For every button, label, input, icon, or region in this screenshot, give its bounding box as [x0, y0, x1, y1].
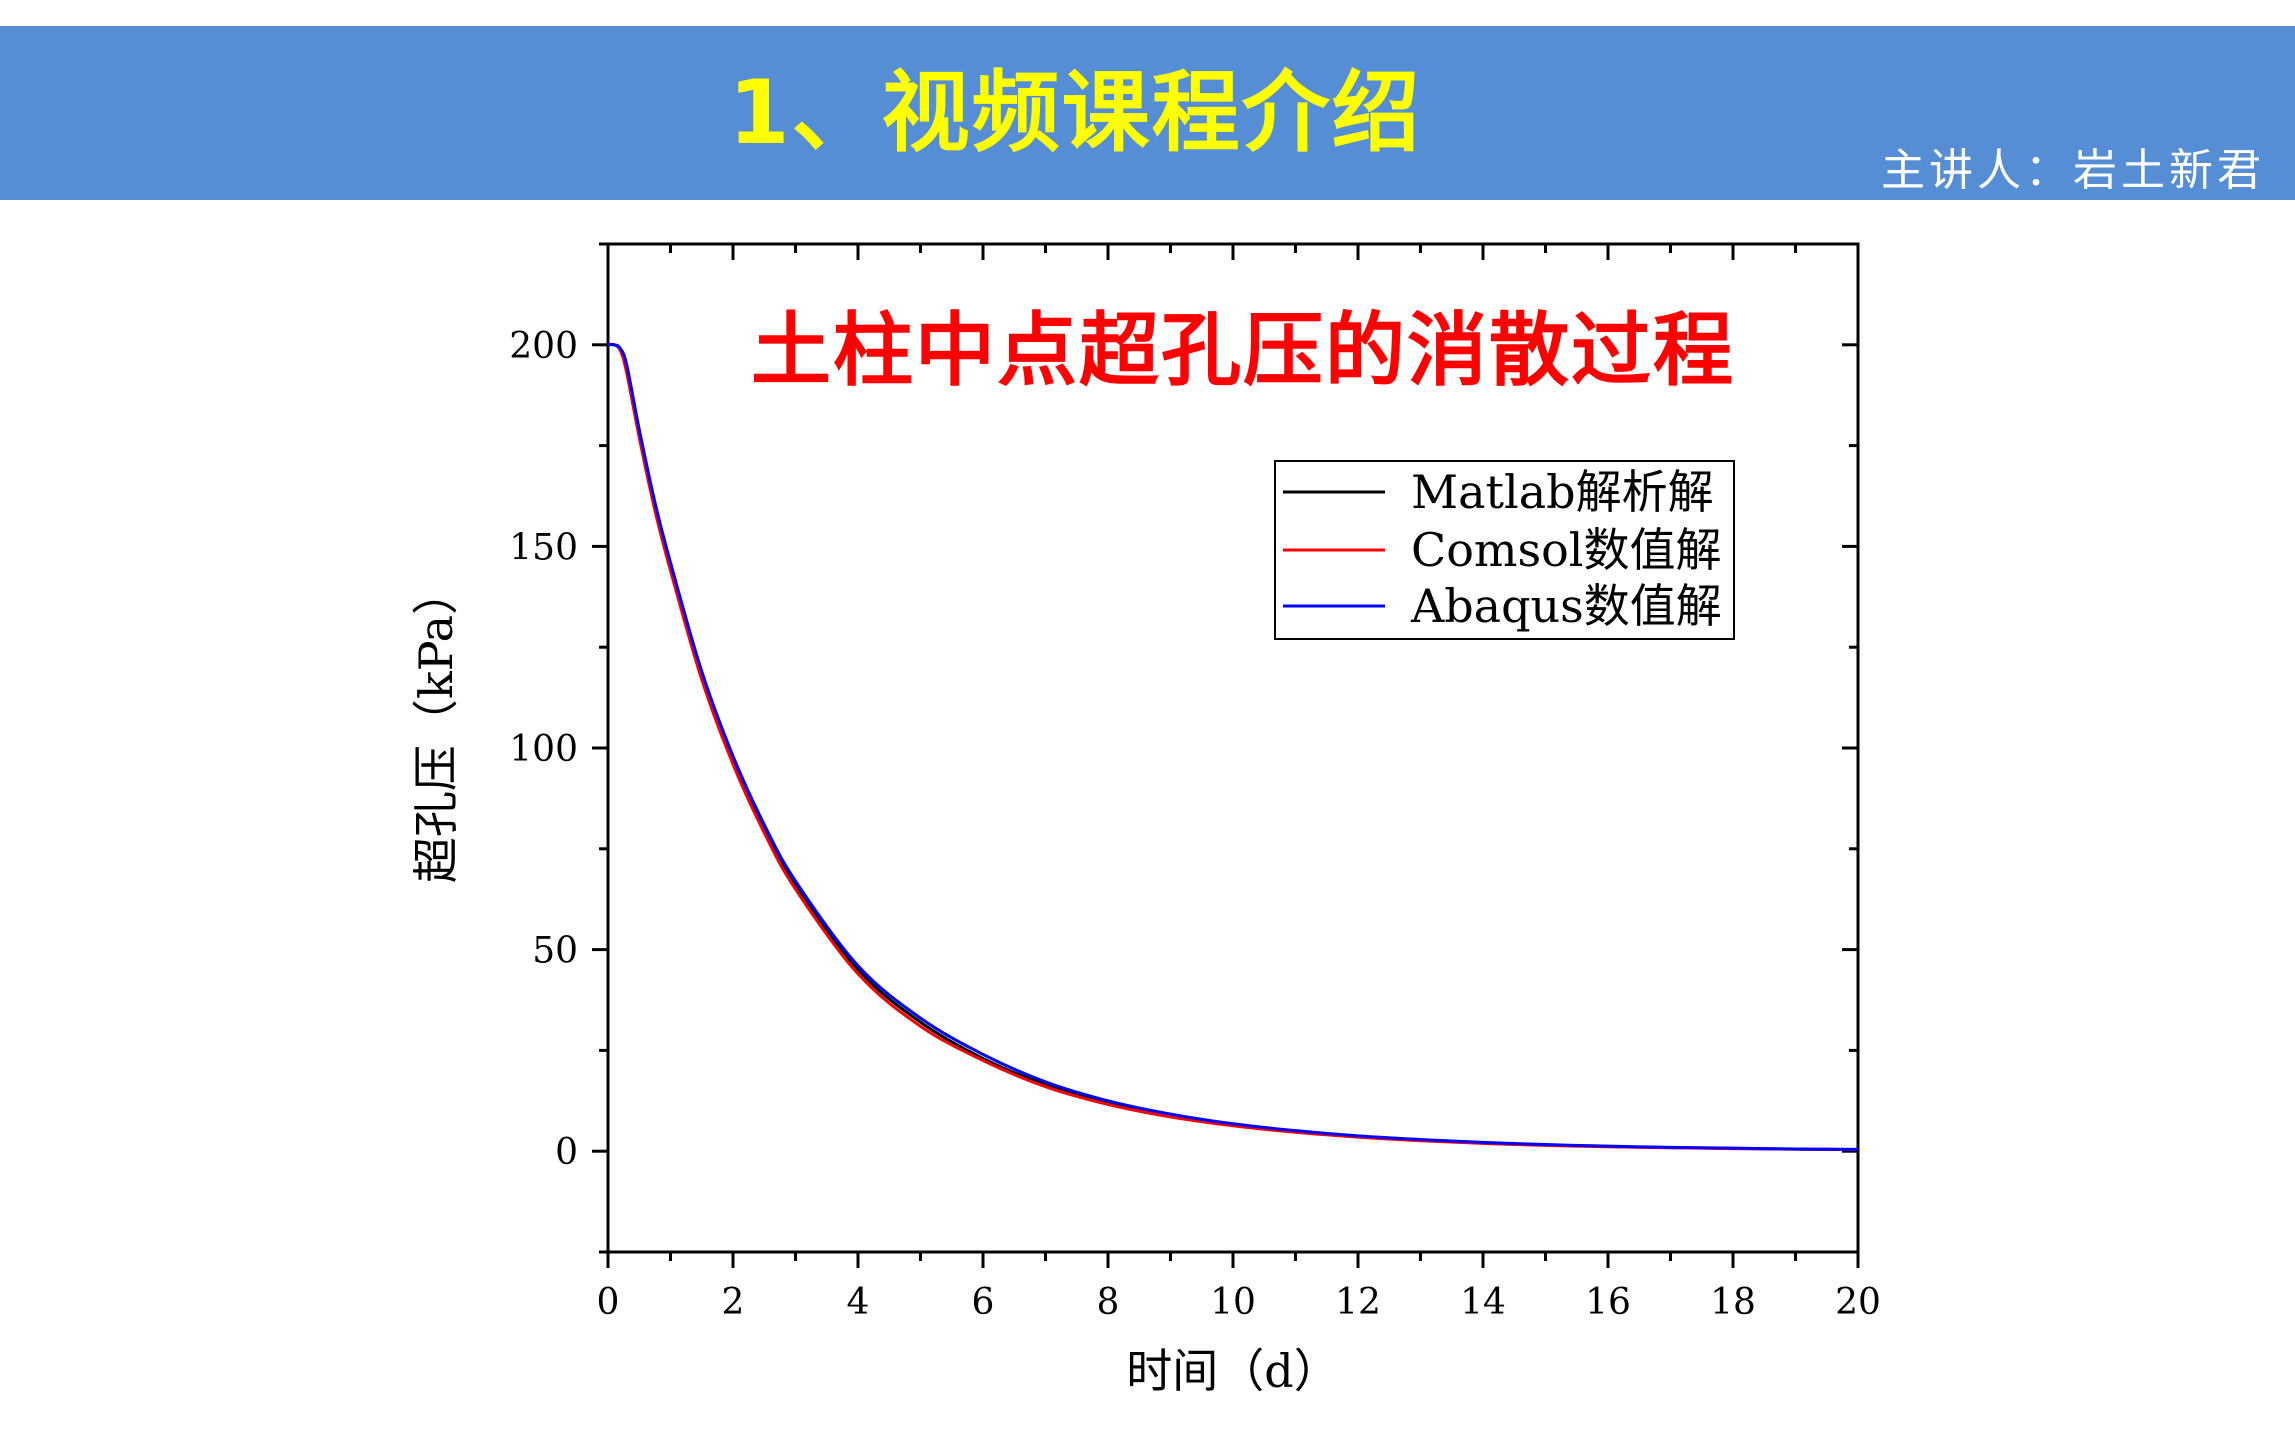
- header-banner: 1、视频课程介绍 主讲人：岩土新君: [0, 26, 2295, 200]
- x-tick-label: 18: [1710, 1282, 1756, 1323]
- y-tick-labels: 0 50 100 150 200: [509, 326, 578, 1173]
- x-tick-label: 14: [1460, 1282, 1506, 1323]
- y-tick-label: 200: [509, 326, 578, 367]
- x-tick-label: 2: [722, 1282, 745, 1323]
- x-tick-label: 20: [1835, 1282, 1881, 1323]
- legend: Matlab解析解 Comsol数值解 Abaqus数值解: [1274, 460, 1735, 640]
- chart-title: 土柱中点超孔压的消散过程: [751, 304, 1735, 397]
- x-tick-label: 16: [1585, 1282, 1631, 1323]
- lecturer-name: 主讲人：岩土新君: [1881, 145, 2265, 196]
- series-layer: [607, 342, 1859, 1152]
- x-tick-labels: 0 2 4 6 8 10 12 14 16 18 20: [597, 1282, 1881, 1323]
- slide-title: 1、视频课程介绍: [728, 61, 1422, 164]
- legend-label-comsol: Comsol数值解: [1411, 523, 1722, 577]
- y-tick-label: 150: [509, 527, 578, 568]
- legend-label-abaqus: Abaqus数值解: [1410, 579, 1722, 633]
- x-tick-label: 8: [1097, 1282, 1120, 1323]
- x-tick-label: 6: [972, 1282, 995, 1323]
- y-tick-label: 50: [532, 931, 578, 972]
- y-tick-label: 100: [509, 729, 578, 770]
- legend-label-matlab: Matlab解析解: [1411, 465, 1714, 519]
- x-tick-label: 10: [1210, 1282, 1256, 1323]
- x-tick-label: 12: [1335, 1282, 1381, 1323]
- x-tick-label: 4: [847, 1282, 870, 1323]
- x-axis-label: 时间（d）: [1126, 1344, 1339, 1398]
- axis-ticks: [592, 242, 1860, 1268]
- y-axis-label: 超孔压（kPa）: [409, 569, 463, 883]
- series-line-abaqus: [607, 343, 1859, 1151]
- x-tick-label: 0: [597, 1282, 620, 1323]
- y-tick-label: 0: [555, 1132, 578, 1173]
